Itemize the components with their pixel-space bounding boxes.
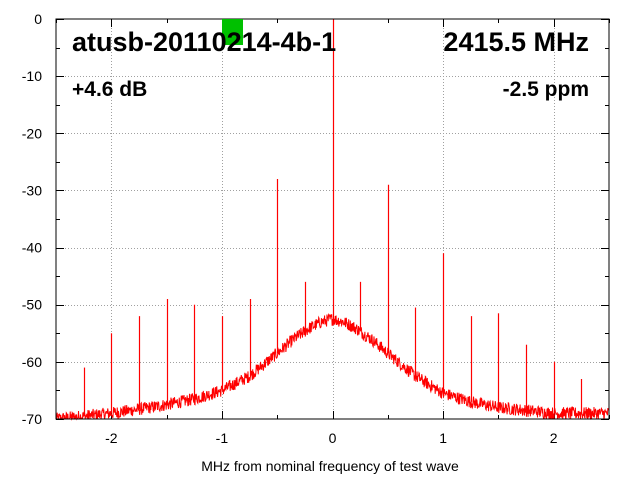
power-label: +4.6 dB — [72, 78, 147, 101]
y-tick-label: -30 — [22, 182, 42, 198]
x-tick-label: 1 — [439, 430, 447, 446]
y-tick-labels: 0 -10 -20 -30 -40 -50 -60 -70 — [22, 11, 42, 427]
spectrum-series — [55, 19, 610, 421]
y-tick-label: -50 — [22, 297, 42, 313]
x-tick-labels: -2 -1 0 1 2 — [105, 430, 558, 446]
x-tick-label: -2 — [105, 430, 118, 446]
x-tick-label: 2 — [550, 430, 558, 446]
y-tick-label: -10 — [22, 68, 42, 84]
x-tick-label: -1 — [216, 430, 229, 446]
noise-floor-line — [55, 312, 610, 421]
y-tick-label: -60 — [22, 354, 42, 370]
plot-frame — [55, 18, 610, 420]
y-tick-label: -20 — [22, 125, 42, 141]
ppm-label: -2.5 ppm — [503, 78, 589, 101]
x-axis-title: MHz from nominal frequency of test wave — [201, 458, 459, 474]
frequency-label: 2415.5 MHz — [443, 27, 589, 57]
y-tick-label: 0 — [34, 11, 42, 27]
status-marker — [222, 19, 243, 45]
x-tick-label: 0 — [329, 430, 337, 446]
chart-title: atusb-20110214-4b-1 — [72, 27, 336, 57]
y-tick-label: -40 — [22, 240, 42, 256]
y-tick-label: -70 — [22, 411, 42, 427]
